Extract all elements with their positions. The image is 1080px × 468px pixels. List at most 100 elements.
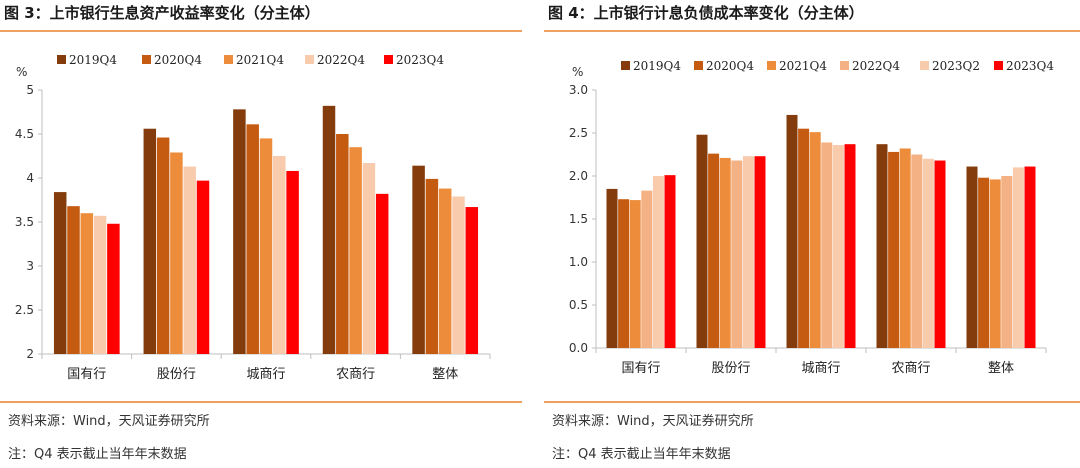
legend-swatch [840, 61, 849, 70]
bar-2021q4 [989, 179, 1001, 348]
y-tick-label: 1.5 [569, 212, 588, 226]
legend-label: 2020Q4 [154, 53, 202, 67]
y-tick-label: 2 [26, 347, 34, 361]
y-tick-label: 0.0 [569, 341, 588, 355]
category-label: 国有行 [67, 367, 106, 382]
legend-swatch [994, 61, 1003, 70]
bar-2023q4 [465, 207, 479, 354]
y-tick-label: 3.5 [15, 215, 34, 229]
liability-cost-chart: % 0.0 0.5 1.0 1.5 2.0 2.5 3.0 国有行 股份行 城商行 农商行 整体 2019… [544, 34, 1080, 400]
legend-label: 2019Q4 [633, 59, 681, 73]
y-axis-unit: % [572, 65, 583, 79]
legend-label: 2021Q4 [236, 53, 284, 67]
bar-2021q4 [438, 188, 452, 354]
bar-2022q4 [362, 163, 376, 354]
legend-label: 2022Q4 [317, 53, 365, 67]
bar-2019q4 [53, 192, 67, 354]
bar-2021q4 [170, 152, 183, 354]
bar-2020q4 [888, 151, 900, 348]
bar-2023q4 [107, 223, 120, 354]
note-text: 注：Q4 表示截止当年年末数据 [8, 447, 187, 462]
bar-2020q4 [67, 206, 80, 354]
bar-2019q4 [696, 134, 708, 348]
bar-2020q4 [798, 128, 810, 348]
y-tick-label: 2.0 [569, 169, 588, 183]
bar-2021q4 [259, 138, 273, 354]
bar-2019q4 [322, 105, 336, 354]
legend-swatch [767, 61, 776, 70]
legend-swatch [920, 61, 929, 70]
bar-2022q4 [641, 190, 653, 348]
bar-2020q4 [618, 199, 630, 348]
note-text: 注：Q4 表示截止当年年末数据 [552, 447, 731, 462]
figure-title: 图 3：上市银行生息资产收益率变化（分主体） [4, 4, 320, 22]
legend-swatch [621, 61, 630, 70]
legend-swatch [57, 55, 66, 64]
category-label: 农商行 [891, 361, 930, 376]
bar-2023q4 [1024, 166, 1036, 348]
legend-swatch [305, 55, 314, 64]
category-label: 城商行 [246, 367, 285, 382]
bar-2021q4 [629, 200, 641, 348]
asset-yield-chart: % 2 2.5 3 3.5 4 4.5 5 国有行 股份行 城商行 农商行 整体 2019Q4 2020Q4… [0, 34, 522, 400]
right-figure-panel: 图 4：上市银行计息负债成本率变化（分主体） % 0.0 0.5 1.0 1.5 2.0 2… [544, 0, 1080, 468]
y-tick-label: 5 [26, 83, 34, 97]
legend-swatch [142, 55, 151, 64]
bar-2020q4 [246, 124, 259, 354]
legend-label: 2021Q4 [779, 59, 827, 73]
bar-2021q4 [899, 148, 911, 348]
bottom-divider [0, 401, 522, 403]
category-label: 国有行 [621, 361, 660, 376]
legend-swatch [384, 55, 393, 64]
bar-2023q2 [922, 158, 934, 348]
source-text: 资料来源：Wind，天风证券研究所 [552, 414, 754, 429]
bottom-divider [544, 401, 1080, 403]
y-axis-unit: % [16, 65, 27, 79]
legend-label: 2023Q2 [932, 59, 980, 73]
bar-2020q4 [708, 153, 720, 348]
source-text: 资料来源：Wind，天风证券研究所 [8, 414, 210, 429]
bar-2022q4 [452, 196, 465, 354]
legend-swatch [224, 55, 233, 64]
bar-2023q4 [934, 160, 946, 348]
category-label: 股份行 [711, 361, 750, 376]
bar-2021q4 [809, 132, 821, 348]
legend-swatch [694, 61, 703, 70]
bar-2019q4 [233, 109, 246, 354]
y-tick-label: 2.5 [569, 126, 588, 140]
bar-2020q4 [336, 134, 349, 354]
legend-label: 2023Q4 [1006, 59, 1054, 73]
bar-2023q4 [286, 170, 299, 354]
bar-2023q2 [652, 176, 664, 348]
legend-label: 2022Q4 [852, 59, 900, 73]
bar-2021q4 [719, 157, 731, 348]
bar-2023q4 [196, 180, 210, 354]
bar-2022q4 [1001, 176, 1013, 348]
bar-2022q4 [183, 166, 196, 354]
left-figure-panel: 图 3：上市银行生息资产收益率变化（分主体） % 2 2.5 3 3.5 4 4.5 5 国有行… [0, 0, 522, 468]
asset-yield-chart-svg: % 2 2.5 3 3.5 4 4.5 5 国有行 股份行 城商行 农商行 整体 2019Q4 2020Q4… [15, 53, 491, 382]
bar-2019q4 [876, 144, 888, 348]
bar-2021q4 [349, 147, 362, 354]
category-label: 农商行 [336, 367, 375, 382]
bar-2022q4 [731, 160, 743, 348]
category-label: 股份行 [157, 367, 196, 382]
y-tick-label: 1.0 [569, 255, 588, 269]
bar-2019q4 [143, 128, 157, 354]
bar-2023q2 [1012, 167, 1024, 348]
y-tick-label: 4.5 [15, 127, 34, 141]
bar-2022q4 [911, 154, 923, 348]
category-label: 整体 [988, 361, 1014, 376]
y-tick-label: 4 [26, 171, 34, 185]
bar-2023q4 [664, 175, 676, 348]
bar-2023q4 [375, 193, 389, 354]
y-tick-label: 3 [26, 259, 34, 273]
category-label: 城商行 [801, 361, 840, 376]
category-label: 整体 [432, 367, 458, 382]
bar-2023q4 [754, 156, 766, 348]
figure-title: 图 4：上市银行计息负债成本率变化（分主体） [548, 4, 864, 22]
bar-2019q4 [966, 166, 978, 348]
bar-2020q4 [978, 177, 990, 348]
bar-2019q4 [786, 114, 798, 348]
bar-2022q4 [273, 156, 286, 354]
